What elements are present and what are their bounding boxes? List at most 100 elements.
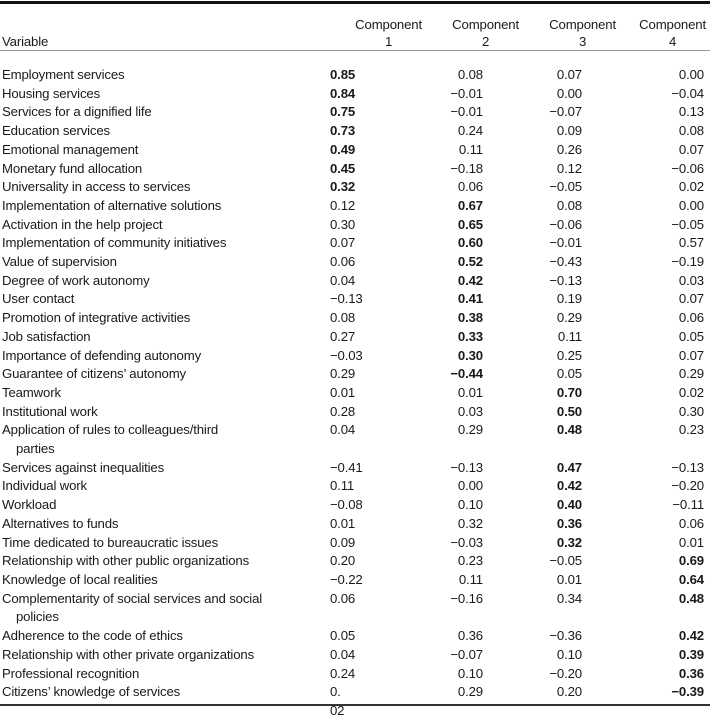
loading-cell-component-4: 0.57 xyxy=(678,235,704,251)
loading-cell-component-1: 0.49 xyxy=(330,141,356,157)
loading-cell-component-3: −0.01 xyxy=(549,235,582,251)
variable-cell: Services for a dignified life xyxy=(0,103,330,122)
loading-cell-component-3: 0.00 xyxy=(556,85,582,101)
loading-cell-component-4: −0.06 xyxy=(671,160,704,176)
loading-cell-component-3: 0.01 xyxy=(556,571,582,587)
loading-cell-component-1: 0.04 xyxy=(330,422,356,438)
loading-cell-component-3: 0.08 xyxy=(556,197,582,213)
loading-cell-component-2: 0.10 xyxy=(457,497,483,513)
loading-cell-component-2: 0.52 xyxy=(457,254,483,270)
variable-label: Job satisfaction xyxy=(2,328,91,344)
loading-cell-component-2: 0.24 xyxy=(457,123,483,139)
loading-cell-component-1: 0.85 xyxy=(330,67,356,82)
variable-label: Value of supervision xyxy=(2,254,117,270)
loading-cell-component-3: 0.09 xyxy=(556,123,582,139)
loading-cell-component-2: 0.10 xyxy=(457,665,483,681)
bottom-rule xyxy=(0,704,710,706)
loading-cell-component-1: 0.75 xyxy=(330,104,356,120)
loading-cell-component-2: 0.65 xyxy=(457,216,483,232)
variable-label: Importance of defending autonomy xyxy=(2,347,202,363)
table-row: Employment services 0.85 0.08 0.07 0.00 xyxy=(0,66,710,85)
loading-cell-component-3: −0.20 xyxy=(549,665,582,681)
loading-cell-component-2: 0.03 xyxy=(457,403,483,419)
variable-cell: Implementation of alternative solutions xyxy=(0,197,330,216)
loading-cell-component-4: 0.02 xyxy=(678,179,704,195)
variable-cell: Employment services xyxy=(0,66,330,85)
variable-label: Relationship with other public organizat… xyxy=(2,553,250,569)
loading-cell-component-3: −0.07 xyxy=(549,104,582,120)
loading-cell-component-3: 0.11 xyxy=(557,328,582,344)
table-row: Complementarity of social services and s… xyxy=(0,590,710,627)
loading-cell-component-3: 0.29 xyxy=(556,310,582,326)
loading-cell-component-4: −0.19 xyxy=(671,254,704,270)
loading-cell-component-1: 0.12 xyxy=(330,197,356,213)
loading-cell-component-4: 0.30 xyxy=(678,403,704,419)
header-row: Variable Component 1 Component 2 Component… xyxy=(0,8,710,54)
loading-cell-component-2: 0.42 xyxy=(457,272,483,288)
table-row: Knowledge of local realities −0.22 0.11 0.0… xyxy=(0,571,710,590)
loading-cell-component-3: −0.05 xyxy=(549,179,582,195)
variable-cell: Relationship with other public organizat… xyxy=(0,552,330,571)
variable-cell: Relationship with other private organiza… xyxy=(0,646,330,665)
loading-cell-component-4: −0.11 xyxy=(672,497,704,513)
variable-label: Implementation of alternative solutions xyxy=(2,197,222,213)
loading-cell-component-2: −0.07 xyxy=(450,646,483,662)
table-row: Adherence to the code of ethics 0.05 0.36 −… xyxy=(0,627,710,646)
variable-label: Emotional management xyxy=(2,141,139,157)
loading-cell-component-4: 0.00 xyxy=(678,197,704,213)
loading-cell-component-2: 0.38 xyxy=(457,310,483,326)
loading-cell-component-4: −0.20 xyxy=(671,478,704,494)
loading-cell-component-4: 0.42 xyxy=(678,628,704,644)
loading-cell-component-4: −0.04 xyxy=(671,85,704,101)
table-row: Teamwork 0.01 0.01 0.70 0.02 xyxy=(0,384,710,403)
variable-cell: Complementarity of social services and s… xyxy=(0,590,330,627)
table-row: Activation in the help project 0.30 0.65 −0… xyxy=(0,216,710,235)
variable-cell: Teamwork xyxy=(0,384,330,403)
variable-label: Application of rules to colleagues/third xyxy=(2,422,219,438)
loading-cell-component-3: −0.36 xyxy=(549,628,582,644)
loading-cell-component-4: 0.29 xyxy=(678,366,704,382)
variable-cell: Alternatives to funds xyxy=(0,515,330,534)
loading-cell-component-1: 0.32 xyxy=(330,179,356,195)
loading-cell-component-3: −0.13 xyxy=(549,272,582,288)
header-component-4: Component 4 xyxy=(639,17,706,49)
loading-cell-component-4: −0.05 xyxy=(671,216,704,232)
loading-cell-component-4: 0.36 xyxy=(678,665,704,681)
variable-cell: Importance of defending autonomy xyxy=(0,347,330,366)
loading-cell-component-2: 0.23 xyxy=(457,553,483,569)
loading-cell-component-1: 0.29 xyxy=(330,366,356,382)
variable-label: Implementation of community initiatives xyxy=(2,235,227,251)
loading-cell-component-1: 0.84 xyxy=(330,85,356,101)
loading-cell-component-4: 0.07 xyxy=(678,141,704,157)
variable-cell: Emotional management xyxy=(0,141,330,160)
loading-cell-component-3: 0.50 xyxy=(556,403,582,419)
loading-cell-component-2: 0.36 xyxy=(457,628,483,644)
loading-cell-component-2: 0.29 xyxy=(457,422,483,438)
loading-cell-component-2: 0.11 xyxy=(458,571,483,587)
table-row: Relationship with other public organizat… xyxy=(0,552,710,571)
table-row: Application of rules to colleagues/third… xyxy=(0,421,710,458)
loading-cell-component-3: 0.42 xyxy=(556,478,582,494)
variable-cell: Citizens’ knowledge of services xyxy=(0,683,330,720)
table-row: Citizens’ knowledge of services 0. 02 0.29… xyxy=(0,683,710,720)
loading-cell-component-3: 0.40 xyxy=(556,497,582,513)
variable-label: Services for a dignified life xyxy=(2,104,152,120)
variable-label: Institutional work xyxy=(2,403,98,419)
variable-label: Knowledge of local realities xyxy=(2,571,158,587)
variable-label-continued: parties xyxy=(16,441,55,457)
loading-cell-component-4: 0.13 xyxy=(678,104,704,120)
loading-cell-component-4: 0.48 xyxy=(678,590,704,606)
loading-cell-component-3: 0.19 xyxy=(556,291,582,307)
variable-cell: Implementation of community initiatives xyxy=(0,234,330,253)
loading-cell-component-1: 0.28 xyxy=(330,403,356,419)
loading-cell-component-1: 0.09 xyxy=(330,534,356,550)
table-body: Employment services 0.85 0.08 0.07 0.00 Housi… xyxy=(0,54,710,721)
header-component-3: Component 3 xyxy=(549,17,616,49)
loading-cell-component-3: −0.05 xyxy=(549,553,582,569)
loading-cell-component-2: −0.03 xyxy=(450,534,483,550)
loading-cell-component-2: 0.00 xyxy=(457,478,483,494)
variable-label: Adherence to the code of ethics xyxy=(2,628,183,644)
table-row: Implementation of alternative solutions 0… xyxy=(0,197,710,216)
variable-label: Citizens’ knowledge of services xyxy=(2,684,181,700)
loading-cell-component-4: −0.39 xyxy=(671,684,704,700)
